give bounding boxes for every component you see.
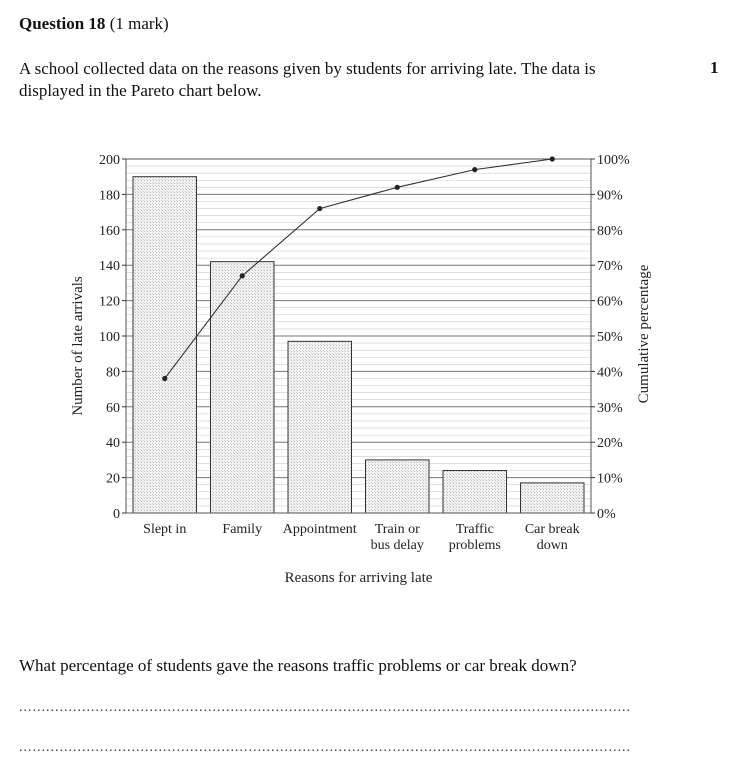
mark-allocation: 1 — [710, 58, 719, 77]
cumulative-point — [549, 156, 555, 162]
y-tick-label: 80 — [106, 365, 120, 380]
y2-tick-label: 70% — [597, 259, 623, 274]
bar — [442, 470, 507, 514]
y-tick-label: 120 — [99, 295, 120, 310]
chart-bars — [132, 176, 585, 514]
y2-tick-label: 10% — [597, 472, 623, 487]
category-label: Slept in — [143, 522, 186, 537]
question-prompt: What percentage of students gave the rea… — [19, 656, 577, 675]
category-label: Appointment — [283, 522, 357, 537]
category-label: Family — [222, 522, 262, 537]
cumulative-point — [472, 167, 478, 173]
y2-tick-label: 90% — [597, 188, 623, 203]
y-tick-label: 200 — [99, 153, 120, 168]
category-label: bus delay — [371, 538, 424, 553]
cumulative-polyline — [164, 158, 553, 379]
chart-gridlines — [126, 158, 591, 514]
chart-labels: 0 20 40 60 80 100 120 140 160 180 200 0% 10% 20% 30% 40… — [70, 153, 652, 586]
y2-tick-label: 20% — [597, 436, 623, 451]
cumulative-point — [162, 375, 168, 382]
category-label: Train or — [375, 522, 420, 537]
y2-axis-title: Cumulative percentage — [636, 264, 652, 403]
cumulative-point — [317, 205, 323, 212]
y-tick-label: 40 — [106, 436, 120, 451]
y2-tick-label: 60% — [597, 295, 623, 310]
y-tick-label: 0 — [113, 507, 120, 522]
y2-tick-label: 40% — [597, 365, 623, 380]
category-label: problems — [449, 538, 501, 553]
y-tick-label: 140 — [99, 259, 120, 274]
y-tick-label: 60 — [106, 401, 120, 416]
bar — [365, 459, 430, 514]
bar — [287, 340, 352, 514]
category-label: Traffic — [456, 522, 494, 537]
y2-tick-label: 100% — [597, 153, 630, 168]
y-tick-label: 160 — [99, 224, 120, 239]
x-axis-title: Reasons for arriving late — [285, 570, 433, 586]
category-label: Car break — [525, 522, 580, 537]
y-tick-label: 100 — [99, 330, 120, 345]
y-axis-title: Number of late arrivals — [70, 276, 86, 416]
answer-line-1[interactable]: ........................................… — [19, 700, 631, 715]
y2-tick-label: 80% — [597, 224, 623, 239]
cumulative-point — [239, 273, 245, 279]
bar — [520, 482, 585, 514]
y-tick-label: 20 — [106, 472, 120, 487]
y2-tick-label: 30% — [597, 401, 623, 416]
chart-axes — [122, 158, 595, 514]
bar — [132, 176, 197, 514]
y2-tick-label: 0% — [597, 507, 616, 522]
question-header: Question 18 (1 mark) — [19, 14, 169, 34]
y2-tick-label: 50% — [597, 330, 623, 345]
bar — [210, 261, 275, 514]
y-tick-label: 180 — [99, 188, 120, 203]
category-label: down — [537, 538, 568, 553]
question-marks: (1 mark) — [109, 14, 169, 33]
question-number: Question 18 — [19, 14, 106, 33]
pareto-chart: 0 20 40 60 80 100 120 140 160 180 200 0% 10% 20% 30% 40… — [70, 153, 652, 586]
question-intro: A school collected data on the reasons g… — [19, 59, 596, 100]
answer-line-2[interactable]: ........................................… — [19, 740, 631, 755]
cumulative-point — [394, 184, 400, 190]
cumulative-line — [162, 156, 555, 382]
